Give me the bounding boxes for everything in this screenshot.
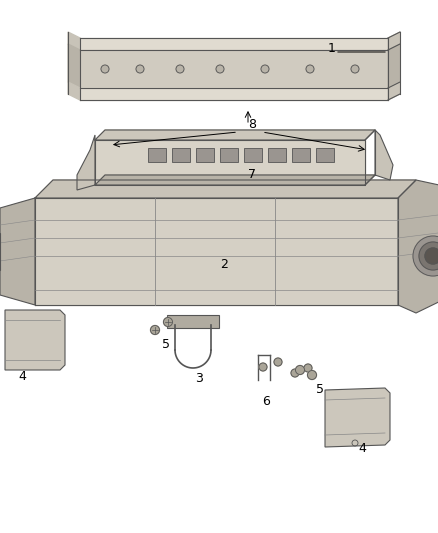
Circle shape (176, 65, 184, 73)
Text: 2: 2 (220, 258, 228, 271)
Circle shape (151, 326, 159, 335)
Text: 4: 4 (18, 370, 26, 383)
Polygon shape (35, 198, 398, 305)
Circle shape (163, 318, 173, 327)
Text: 8: 8 (248, 118, 256, 131)
Circle shape (259, 363, 267, 371)
Text: 1: 1 (328, 42, 336, 55)
Polygon shape (268, 148, 286, 162)
Circle shape (413, 236, 438, 276)
Polygon shape (0, 198, 35, 305)
Polygon shape (388, 82, 400, 100)
Circle shape (136, 65, 144, 73)
Polygon shape (95, 140, 365, 185)
Text: 3: 3 (195, 372, 203, 385)
Polygon shape (5, 310, 65, 370)
Polygon shape (172, 148, 190, 162)
Polygon shape (77, 135, 95, 190)
Polygon shape (68, 32, 80, 50)
Text: 5: 5 (162, 338, 170, 351)
Polygon shape (398, 180, 438, 313)
Polygon shape (95, 130, 375, 140)
Polygon shape (325, 388, 390, 447)
Circle shape (351, 65, 359, 73)
Circle shape (304, 364, 312, 372)
Circle shape (291, 369, 299, 377)
Polygon shape (316, 148, 334, 162)
Polygon shape (95, 175, 375, 185)
Polygon shape (292, 148, 310, 162)
Polygon shape (196, 148, 214, 162)
Polygon shape (35, 180, 416, 198)
Circle shape (261, 65, 269, 73)
Circle shape (307, 370, 317, 379)
Polygon shape (244, 148, 262, 162)
Polygon shape (68, 44, 80, 88)
Text: 4: 4 (358, 442, 366, 455)
Polygon shape (68, 82, 80, 100)
Circle shape (425, 248, 438, 264)
Circle shape (274, 358, 282, 366)
Polygon shape (388, 32, 400, 50)
Polygon shape (388, 44, 400, 88)
Text: 5: 5 (316, 383, 324, 396)
Polygon shape (167, 315, 219, 328)
Circle shape (216, 65, 224, 73)
Text: 6: 6 (262, 395, 270, 408)
Polygon shape (148, 148, 166, 162)
Circle shape (419, 242, 438, 270)
Text: 7: 7 (248, 168, 256, 181)
Circle shape (306, 65, 314, 73)
Circle shape (101, 65, 109, 73)
Polygon shape (220, 148, 238, 162)
Circle shape (296, 366, 304, 375)
Polygon shape (375, 130, 393, 180)
